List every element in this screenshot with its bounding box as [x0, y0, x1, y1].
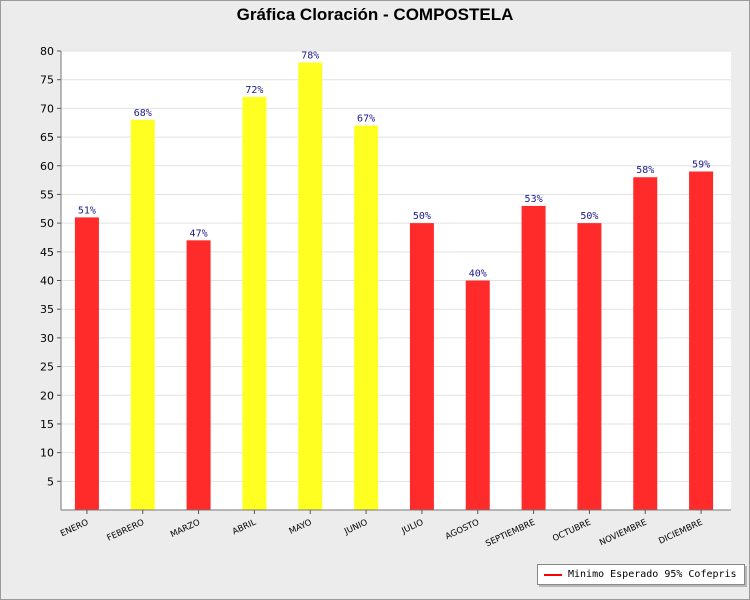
- x-tick-label: JUNIO: [342, 518, 369, 538]
- y-tick-label: 5: [47, 475, 54, 488]
- y-tick-label: 55: [40, 188, 54, 201]
- bar-value-label: 67%: [357, 114, 375, 125]
- x-tick-label: MARZO: [169, 518, 202, 541]
- bar[interactable]: [409, 223, 434, 510]
- bar[interactable]: [130, 119, 155, 510]
- y-tick-label: 35: [40, 303, 54, 316]
- x-tick-label: FEBRERO: [106, 518, 147, 544]
- bar[interactable]: [633, 177, 658, 510]
- x-tick-label: AGOSTO: [444, 518, 481, 543]
- x-tick-label: DICIEMBRE: [657, 518, 704, 547]
- chart-title: Gráfica Cloración - COMPOSTELA: [236, 5, 514, 24]
- bar-value-label: 53%: [525, 194, 543, 205]
- x-tick-label: ABRIL: [231, 518, 258, 538]
- bar-value-label: 78%: [301, 50, 319, 61]
- legend-label: Minimo Esperado 95% Cofepris: [568, 569, 737, 580]
- x-tick-label: NOVIEMBRE: [598, 518, 648, 549]
- bar[interactable]: [74, 217, 99, 510]
- x-tick-label: JULIO: [400, 518, 426, 537]
- bar[interactable]: [354, 125, 379, 511]
- bar-value-label: 72%: [245, 85, 263, 96]
- bar-value-label: 50%: [413, 211, 431, 222]
- y-tick-label: 15: [40, 418, 54, 431]
- y-tick-label: 65: [40, 131, 54, 144]
- bar-value-label: 59%: [692, 159, 710, 170]
- y-tick-label: 30: [40, 332, 54, 345]
- bar-value-label: 40%: [469, 269, 487, 280]
- bar[interactable]: [465, 280, 490, 511]
- y-tick-label: 70: [40, 102, 54, 115]
- bar-value-label: 58%: [636, 165, 654, 176]
- x-tick-label: SEPTIEMBRE: [484, 518, 537, 550]
- y-tick-label: 80: [40, 45, 54, 58]
- bar[interactable]: [577, 223, 602, 510]
- bar[interactable]: [242, 96, 267, 511]
- legend-swatch: [544, 573, 562, 576]
- y-tick-label: 75: [40, 74, 54, 87]
- y-tick-label: 60: [40, 160, 54, 173]
- bar-value-label: 47%: [190, 228, 208, 239]
- x-tick-label: ENERO: [59, 518, 90, 540]
- y-tick-label: 20: [40, 389, 54, 402]
- bar[interactable]: [521, 205, 546, 510]
- y-tick-label: 25: [40, 361, 54, 374]
- y-tick-label: 40: [40, 275, 54, 288]
- legend: Minimo Esperado 95% Cofepris: [537, 564, 745, 585]
- x-tick-label: OCTUBRE: [551, 518, 593, 544]
- bar-value-label: 68%: [134, 108, 152, 119]
- y-tick-label: 45: [40, 246, 54, 259]
- bar[interactable]: [186, 240, 211, 510]
- y-tick-label: 50: [40, 217, 54, 230]
- x-tick-label: MAYO: [288, 518, 314, 537]
- bar[interactable]: [689, 171, 714, 511]
- bar-value-label: 51%: [78, 205, 96, 216]
- y-tick-label: 10: [40, 447, 54, 460]
- bar[interactable]: [298, 62, 323, 510]
- bar-value-label: 50%: [580, 211, 598, 222]
